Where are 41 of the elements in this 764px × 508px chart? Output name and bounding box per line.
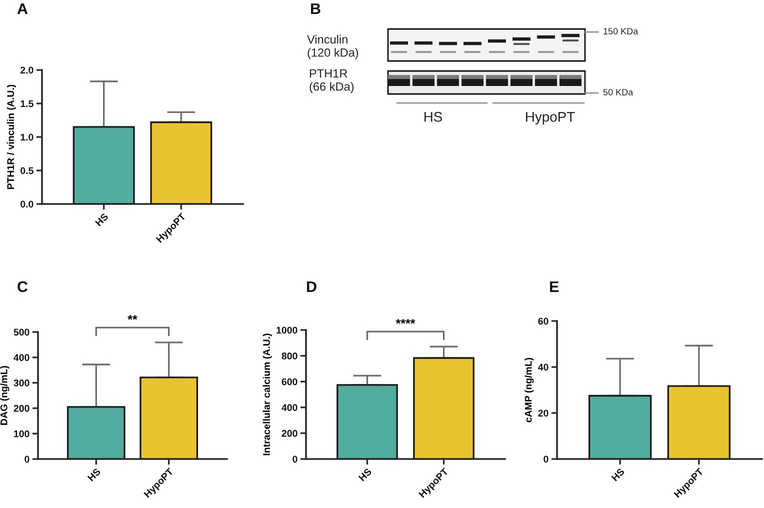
y-tick-label: 20 [538,410,548,417]
y-tick-label: 0 [544,456,548,463]
chart-title: D [307,281,316,292]
chart-title: E [550,281,559,292]
y-tick-label: 0 [24,456,30,463]
y-tick-label: 600 [282,378,298,386]
text: Vinculin (120 kDa) [307,34,358,60]
text: 150 KDa [604,28,638,34]
y-tick-label: 500 [14,328,30,336]
x-tick-label: HS [611,468,625,482]
text: B [311,3,320,14]
y-tick-label: 200 [14,404,30,412]
y-tick-label: 0.0 [20,200,34,208]
y-tick-label: 1000 [276,326,298,334]
text: HS [424,112,442,122]
y-tick-label: 400 [14,354,30,362]
chart-title: C [18,281,28,292]
y-axis-title: DAG (ng/mL) [0,366,10,425]
y-tick-label: 100 [14,430,30,438]
y-axis-title: cAMP (ng/mL) [524,358,534,422]
y-tick-label: 2.0 [20,66,34,74]
chart-title: A [17,3,28,14]
y-tick-label: 40 [538,364,548,371]
y-tick-label: 1.0 [20,134,34,141]
text: HypoPT [526,112,575,124]
y-tick-label: 400 [282,404,298,412]
y-axis-title: Intracellular calcium (A.U.) [262,334,272,456]
y-tick-label: 800 [282,352,298,360]
x-tick-label: HS [358,468,372,482]
y-tick-label: 0.5 [20,167,34,174]
y-tick-label: 1.5 [20,100,34,108]
x-tick-label: HS [87,468,101,482]
y-tick-label: 60 [538,318,548,325]
y-tick-label: 200 [282,430,298,437]
y-tick-label: 300 [14,380,30,386]
y-tick-label: 0 [292,456,298,463]
text: 50 KDa [603,89,634,96]
text: ** [128,315,138,320]
y-axis-title: PTH1R / vinculin (A.U.) [6,84,16,190]
text: **** [396,319,416,324]
text: PTH1R (66 kDa) [310,69,354,94]
